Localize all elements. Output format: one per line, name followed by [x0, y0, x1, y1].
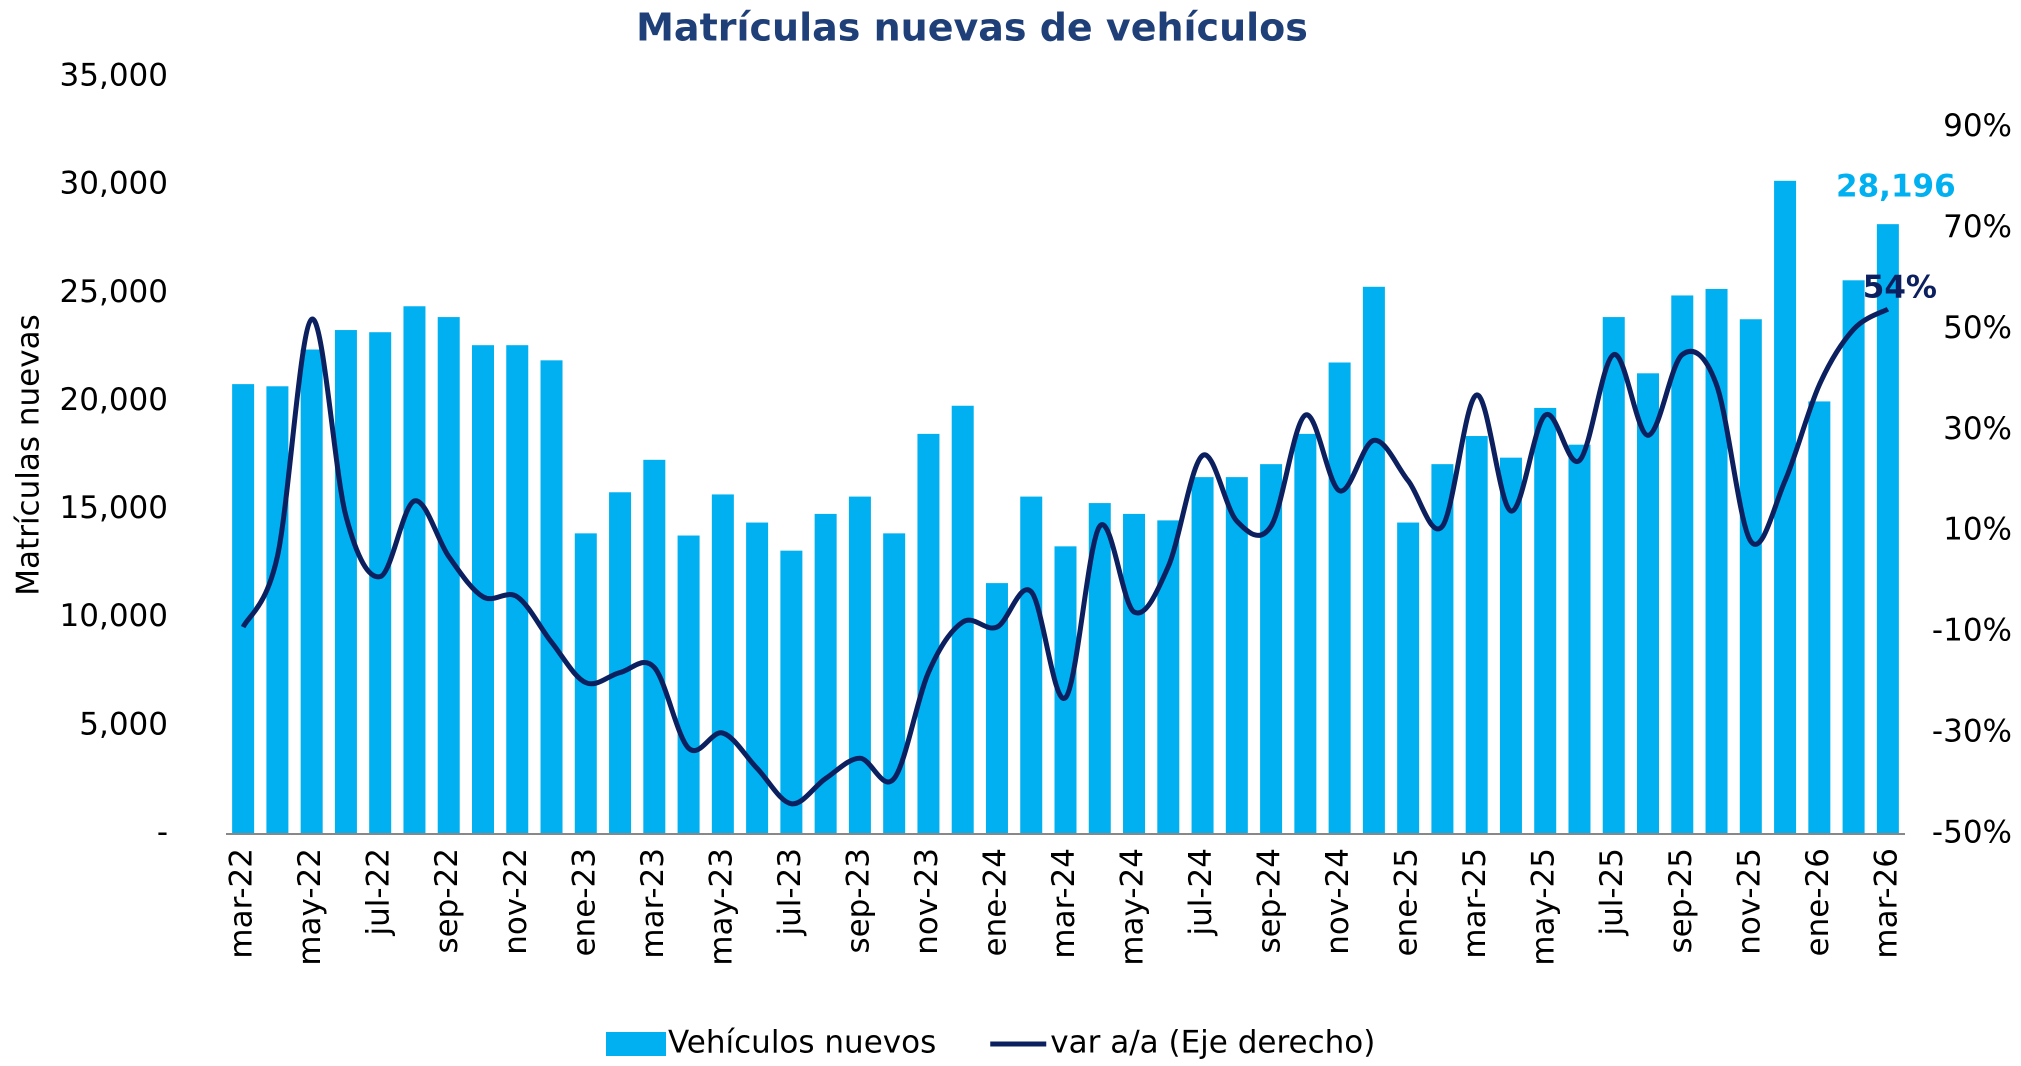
- bar: [1739, 319, 1762, 834]
- bar: [1397, 522, 1420, 834]
- bar: [1054, 546, 1077, 834]
- bar: [1431, 464, 1454, 834]
- x-tick-label: sep-22: [429, 848, 465, 954]
- x-tick-label: mar-22: [224, 848, 260, 959]
- x-tick-label: nov-24: [1320, 848, 1356, 955]
- bar: [232, 384, 255, 834]
- x-tick-label: ene-26: [1800, 848, 1836, 956]
- x-tick-label: ene-24: [977, 848, 1013, 956]
- x-tick-label: mar-23: [635, 848, 671, 959]
- bar: [848, 496, 871, 834]
- y-tick-label: 30,000: [60, 166, 168, 202]
- x-tick-label: may-24: [1115, 848, 1151, 966]
- y2-tick-label: 30%: [1943, 411, 2012, 447]
- bar: [609, 492, 632, 834]
- bar: [814, 513, 837, 834]
- bar: [1842, 280, 1865, 834]
- x-tick-label: mar-24: [1046, 848, 1082, 959]
- bar: [1534, 407, 1557, 834]
- x-tick-label: mar-25: [1457, 848, 1493, 959]
- x-tick-label: nov-25: [1731, 848, 1767, 955]
- bar: [540, 360, 563, 834]
- bar: [1088, 503, 1111, 834]
- y-tick-label: 25,000: [60, 274, 168, 310]
- bar: [1705, 288, 1728, 835]
- bar: [1294, 433, 1317, 834]
- bar: [1671, 295, 1694, 834]
- bar: [1191, 477, 1214, 834]
- legend-swatch: [606, 1032, 666, 1056]
- y2-tick-label: 10%: [1943, 512, 2012, 548]
- bar: [300, 349, 323, 834]
- x-tick-label: nov-23: [909, 848, 945, 955]
- y-tick-label: 5,000: [79, 706, 168, 742]
- bar: [1499, 457, 1522, 834]
- chart-title: Matrículas nuevas de vehículos: [636, 6, 1308, 50]
- x-tick-label: sep-23: [840, 848, 876, 954]
- x-tick-label: ene-23: [566, 848, 602, 956]
- bar: [471, 345, 494, 834]
- bar: [1774, 180, 1797, 834]
- y-tick-label: -: [157, 815, 168, 851]
- x-tick-label: nov-22: [498, 848, 534, 955]
- x-tick-label: sep-25: [1663, 848, 1699, 954]
- y-tick-label: 10,000: [60, 598, 168, 634]
- bar: [1328, 362, 1351, 834]
- line-value-label: 54%: [1863, 270, 1937, 306]
- bar: [746, 522, 769, 834]
- bar: [1123, 513, 1146, 834]
- bar: [369, 332, 392, 834]
- y2-tick-label: -30%: [1932, 714, 2012, 750]
- x-tick-label: mar-26: [1868, 848, 1904, 959]
- bar: [677, 535, 700, 834]
- bar: [1568, 444, 1591, 834]
- y2-tick-label: 70%: [1943, 209, 2012, 245]
- y-tick-label: 15,000: [60, 490, 168, 526]
- y-axis-title: Matrículas nuevas: [11, 314, 47, 595]
- bar: [437, 317, 460, 834]
- bar: [1020, 496, 1043, 834]
- legend-label: Vehículos nuevos: [668, 1025, 936, 1061]
- line: [240, 306, 1890, 807]
- bar: [643, 459, 666, 834]
- bar: [1876, 224, 1899, 835]
- y2-tick-label: -50%: [1932, 815, 2012, 851]
- x-tick-label: jul-25: [1594, 848, 1630, 937]
- x-tick-label: may-23: [703, 848, 739, 966]
- bar: [711, 494, 734, 834]
- bar: [780, 550, 803, 834]
- y2-tick-label: -10%: [1932, 613, 2012, 649]
- bar: [506, 345, 529, 834]
- bar: [883, 533, 906, 834]
- x-tick-label: may-22: [292, 848, 328, 966]
- x-tick-label: may-25: [1526, 848, 1562, 966]
- bar-value-label: 28,196: [1836, 169, 1956, 205]
- x-tick-label: jul-22: [361, 848, 397, 937]
- bar: [1808, 401, 1831, 834]
- bar: [403, 306, 426, 835]
- bar: [1602, 317, 1625, 834]
- x-tick-label: ene-25: [1389, 848, 1425, 956]
- x-tick-label: sep-24: [1252, 848, 1288, 954]
- x-tick-label: jul-23: [772, 848, 808, 937]
- x-tick-label: jul-24: [1183, 848, 1219, 937]
- y2-tick-label: 90%: [1943, 108, 2012, 144]
- bar: [985, 583, 1008, 834]
- bar: [1465, 436, 1488, 834]
- bar: [1637, 373, 1660, 834]
- bar: [1225, 477, 1248, 834]
- y-tick-label: 20,000: [60, 382, 168, 418]
- y2-tick-label: 50%: [1943, 310, 2012, 346]
- bar: [917, 433, 940, 834]
- bar: [1157, 520, 1180, 834]
- legend-label: var a/a (Eje derecho): [1050, 1025, 1375, 1061]
- bar: [334, 330, 357, 834]
- y-tick-label: 35,000: [60, 58, 168, 94]
- bar: [1362, 286, 1385, 835]
- bar: [1260, 464, 1283, 834]
- bar: [266, 386, 289, 834]
